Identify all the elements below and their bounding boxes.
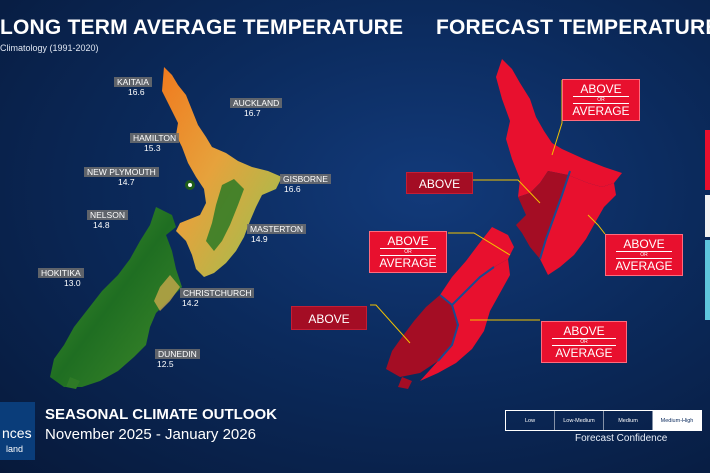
city-label-hamilton: HAMILTON 15.3 [130, 133, 180, 153]
east-south-region-shape [420, 259, 510, 381]
outlook-period: November 2025 - January 2026 [45, 426, 256, 443]
city-label-kaitaia: KAITAIA 16.6 [114, 77, 152, 97]
forecast-label-west-north-island: ABOVE [406, 172, 473, 194]
forecast-label-west-south-island: ABOVE [291, 306, 367, 330]
city-label-new-plymouth: NEW PLYMOUTH 14.7 [84, 167, 159, 187]
west-south-region-shape [386, 295, 458, 377]
forecast-label-north-south-island: ABOVE OR AVERAGE [369, 231, 447, 273]
legend-strip-cyan [705, 240, 710, 320]
city-label-gisborne: GISBORNE 16.6 [280, 174, 331, 194]
confidence-scale: Low Low-Medium Medium Medium-High [505, 410, 702, 431]
logo-subtext: land [6, 444, 24, 454]
logo-background [0, 402, 35, 460]
forecast-label-east-north-island: ABOVE OR AVERAGE [605, 234, 683, 276]
confidence-level-low-medium: Low-Medium [555, 411, 604, 430]
city-label-nelson: NELSON 14.8 [87, 210, 128, 230]
climatology-map [50, 67, 282, 389]
city-label-hokitika: HOKITIKA 13.0 [38, 268, 84, 288]
city-label-masterton: MASTERTON 14.9 [247, 224, 307, 244]
south-island-shape [50, 207, 182, 387]
logo-text: nces [2, 425, 32, 441]
confidence-level-medium: Medium [604, 411, 653, 430]
forecast-label-east-south-island: ABOVE OR AVERAGE [541, 321, 627, 363]
confidence-level-medium-high: Medium-High [653, 411, 701, 430]
city-label-dunedin: DUNEDIN 12.5 [155, 349, 200, 369]
forecast-label-northland: ABOVE OR AVERAGE [562, 79, 640, 121]
east-north-region-shape [540, 175, 616, 275]
legend-strip-red [705, 130, 710, 190]
left-panel-subtitle: Climatology (1991-2020) [0, 43, 99, 53]
north-island-shape [162, 67, 282, 277]
stewart-island-shape [66, 377, 80, 389]
confidence-level-low: Low [506, 411, 555, 430]
outlook-title: SEASONAL CLIMATE OUTLOOK [45, 406, 277, 423]
west-north-region-shape [516, 171, 568, 259]
forecast-map [370, 59, 622, 389]
north-region-shape [496, 59, 622, 197]
legend-strip-white [705, 195, 710, 237]
left-panel-title: LONG TERM AVERAGE TEMPERATURE [0, 16, 404, 39]
city-label-christchurch: CHRISTCHURCH 14.2 [180, 288, 255, 308]
city-label-auckland: AUCKLAND 16.7 [230, 98, 283, 118]
confidence-label: Forecast Confidence [575, 433, 668, 444]
right-panel-title: FORECAST TEMPERATURE [436, 16, 710, 39]
